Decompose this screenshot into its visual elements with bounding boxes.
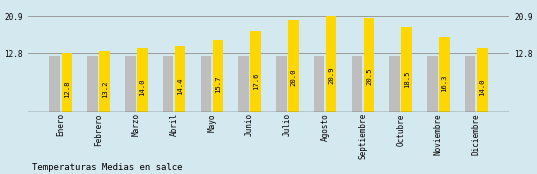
Bar bbox=[49, 56, 60, 112]
Bar bbox=[200, 56, 211, 112]
Text: 15.7: 15.7 bbox=[215, 76, 221, 93]
Text: 13.2: 13.2 bbox=[101, 80, 107, 98]
Bar bbox=[427, 56, 438, 112]
Text: 20.0: 20.0 bbox=[291, 68, 296, 86]
Bar bbox=[125, 56, 135, 112]
Bar bbox=[175, 46, 185, 112]
Bar bbox=[99, 51, 110, 112]
Text: 20.9: 20.9 bbox=[328, 67, 334, 84]
Text: 17.6: 17.6 bbox=[252, 72, 259, 90]
Bar bbox=[87, 56, 98, 112]
Text: Temperaturas Medias en salce: Temperaturas Medias en salce bbox=[32, 163, 183, 172]
Bar bbox=[352, 56, 362, 112]
Text: 14.0: 14.0 bbox=[139, 79, 146, 96]
Text: 14.0: 14.0 bbox=[480, 79, 485, 96]
Text: 18.5: 18.5 bbox=[404, 71, 410, 88]
Bar bbox=[326, 16, 337, 112]
Text: 16.3: 16.3 bbox=[441, 75, 447, 92]
Bar bbox=[250, 31, 261, 112]
Bar bbox=[364, 18, 374, 112]
Bar bbox=[389, 56, 400, 112]
Text: 14.4: 14.4 bbox=[177, 78, 183, 96]
Bar bbox=[477, 48, 488, 112]
Bar bbox=[314, 56, 324, 112]
Bar bbox=[213, 40, 223, 112]
Bar bbox=[465, 56, 475, 112]
Bar bbox=[402, 27, 412, 112]
Text: 12.8: 12.8 bbox=[64, 81, 70, 98]
Text: 20.5: 20.5 bbox=[366, 67, 372, 85]
Bar bbox=[288, 20, 299, 112]
Bar bbox=[276, 56, 287, 112]
Bar bbox=[137, 48, 148, 112]
Bar bbox=[62, 53, 72, 112]
Bar bbox=[439, 37, 450, 112]
Bar bbox=[163, 56, 173, 112]
Bar bbox=[238, 56, 249, 112]
